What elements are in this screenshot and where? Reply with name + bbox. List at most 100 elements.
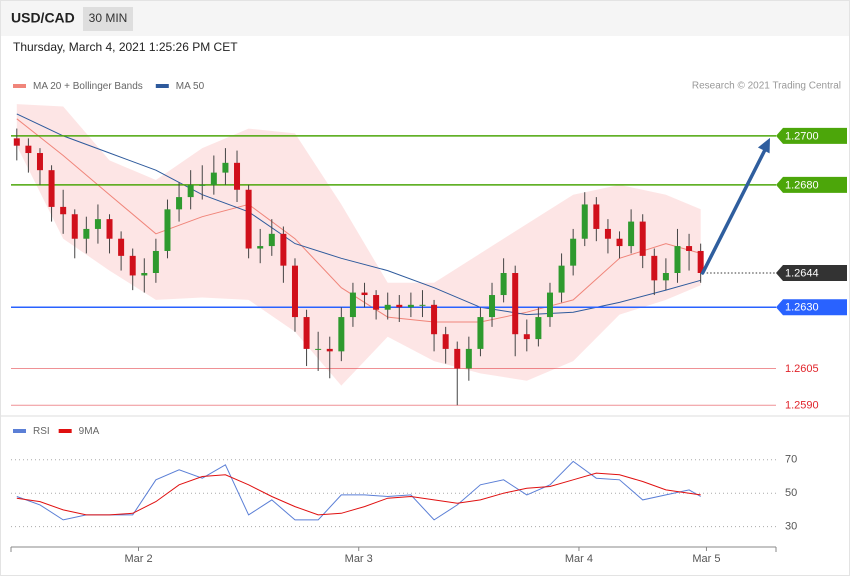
candle-body [268, 233, 275, 247]
candle-body [442, 334, 449, 349]
level-label: 1.2644 [785, 267, 819, 279]
candle-body [315, 348, 322, 350]
legend-swatch [155, 84, 169, 88]
candle-body [94, 219, 101, 229]
indicator-line [16, 472, 701, 516]
candle-body [60, 206, 67, 215]
x-tick-label: Mar 5 [692, 553, 720, 565]
candle-body [674, 246, 681, 273]
bollinger-band [16, 104, 701, 386]
candle-body [234, 162, 241, 190]
candle-body [349, 292, 356, 318]
candle-body [454, 348, 461, 369]
candle-body [616, 238, 623, 247]
candle-body [199, 184, 206, 186]
x-tick-label: Mar 4 [565, 553, 593, 565]
candle-body [361, 292, 368, 296]
candle-body [639, 221, 646, 256]
candle-body [604, 228, 611, 239]
candle-body [222, 162, 229, 173]
candle-body [83, 228, 90, 239]
candle-body [686, 246, 693, 251]
candle-body [535, 317, 542, 340]
candle-body [187, 184, 194, 198]
candle-body [697, 250, 704, 273]
candle-body [326, 348, 333, 352]
legend-swatch [13, 84, 26, 88]
level-tag [776, 299, 847, 316]
candle-body [118, 238, 125, 256]
candle-body [106, 219, 113, 239]
candle-body [489, 295, 496, 318]
candle-body [280, 233, 287, 266]
copyright: Research © 2021 Trading Central [692, 81, 841, 92]
candle-body [581, 204, 588, 239]
forecast-arrow [700, 144, 769, 275]
rsi-panel: 30 50 70 Mar 2 Mar 3 Mar 4 Mar 5 RSI 9MA [10, 426, 797, 565]
forecast-arrowhead [757, 137, 770, 154]
candle-body [628, 221, 635, 247]
candle-body [164, 209, 171, 251]
candle-body [384, 304, 391, 310]
timestamp: Thursday, March 4, 2021 1:25:26 PM CET [13, 40, 238, 54]
legend-label: 9MA [79, 426, 100, 437]
candle-body [651, 255, 658, 281]
candle-body [570, 238, 577, 266]
candle-body [257, 246, 264, 249]
candle-body [71, 214, 78, 239]
level-tag [776, 127, 847, 144]
candle-body [662, 273, 669, 281]
legend-label: RSI [33, 426, 50, 437]
candle-body [141, 273, 148, 276]
y-tick-label: 30 [785, 521, 797, 533]
legend-swatch [58, 429, 72, 433]
candle-body [396, 304, 403, 308]
candle-body [338, 317, 345, 352]
level-label: 1.2680 [785, 179, 819, 191]
candle-body [36, 153, 43, 171]
candle-body [13, 138, 20, 146]
level-label: 1.2590 [785, 400, 819, 412]
interval-label[interactable]: 30 MIN [89, 11, 128, 25]
indicator-line [16, 460, 701, 521]
candle-body [500, 273, 507, 296]
legend-label: MA 20 + Bollinger Bands [33, 81, 143, 92]
candle-body [512, 273, 519, 335]
candle-body [48, 170, 55, 207]
candle-body [210, 172, 217, 185]
y-tick-label: 50 [785, 487, 797, 499]
candle-body [477, 317, 484, 349]
candle-body [465, 348, 472, 369]
candle-body [152, 250, 159, 273]
candle-body [303, 317, 310, 349]
candle-body [129, 255, 136, 276]
level-tag [776, 265, 847, 281]
candle-body [431, 304, 438, 335]
x-tick-label: Mar 2 [124, 553, 152, 565]
level-label: 1.2700 [785, 130, 819, 142]
x-tick-label: Mar 3 [345, 553, 373, 565]
candle-body [546, 292, 553, 318]
candle-body [593, 204, 600, 229]
candle-body [407, 304, 414, 308]
candle-body [245, 189, 252, 249]
candle-body [291, 265, 298, 318]
candle-body [419, 304, 426, 306]
candle-body [558, 265, 565, 293]
y-tick-label: 70 [785, 454, 797, 466]
level-label: 1.2630 [785, 302, 819, 314]
candle-body [523, 334, 530, 340]
candle-body [373, 295, 380, 310]
level-label: 1.2605 [785, 363, 819, 375]
interval-button[interactable] [83, 7, 133, 31]
symbol: USD/CAD [11, 10, 75, 26]
legend-label: MA 50 [176, 81, 205, 92]
candle-body [25, 145, 32, 154]
candle-body [176, 197, 183, 210]
level-tag [776, 176, 847, 193]
price-panel: 1.2700 1.2680 1.2644 1.2630 1.2605 1.2590 MA 2… [11, 81, 847, 412]
legend-swatch [13, 429, 26, 433]
header-bar [1, 1, 849, 36]
